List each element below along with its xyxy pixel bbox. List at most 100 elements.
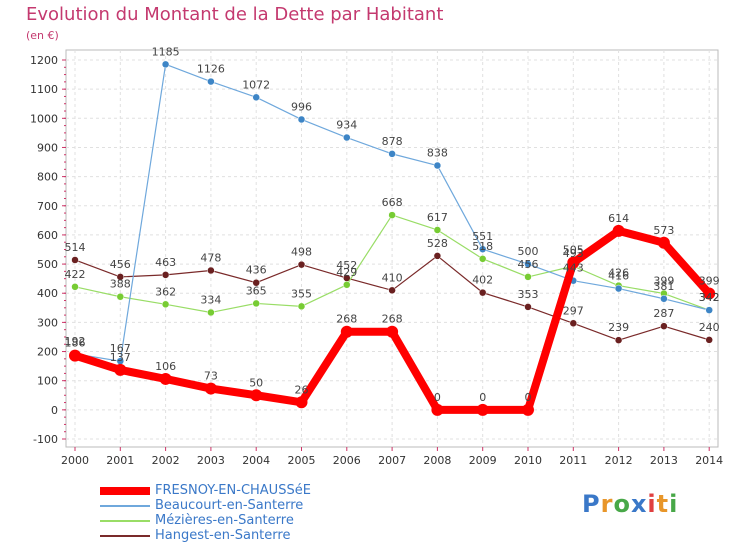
data-point bbox=[297, 260, 306, 269]
data-point bbox=[614, 284, 623, 293]
logo-letter: r bbox=[600, 490, 614, 518]
data-label: 1126 bbox=[197, 63, 225, 76]
x-tick-label: 2007 bbox=[378, 454, 406, 467]
legend-swatch bbox=[100, 487, 150, 495]
data-label: 416 bbox=[608, 270, 629, 283]
data-point bbox=[388, 150, 396, 158]
data-label: 429 bbox=[336, 266, 357, 279]
data-label: 614 bbox=[608, 212, 629, 225]
x-tick-label: 2005 bbox=[288, 454, 316, 467]
y-tick-label: 800 bbox=[37, 171, 58, 184]
x-tick-label: 2003 bbox=[197, 454, 225, 467]
data-point bbox=[524, 273, 532, 281]
data-label: 410 bbox=[382, 271, 403, 284]
legend-label: Beaucourt-en-Santerre bbox=[155, 498, 304, 513]
logo-letter: t bbox=[656, 490, 670, 518]
y-tick-label: 1200 bbox=[30, 54, 58, 67]
legend-label: FRESNOY-EN-CHAUSSéE bbox=[155, 483, 311, 498]
x-tick-label: 2014 bbox=[695, 454, 723, 467]
data-label: 551 bbox=[472, 230, 493, 243]
y-tick-label: 0 bbox=[51, 404, 58, 417]
y-tick-label: 200 bbox=[37, 346, 58, 359]
data-label: 106 bbox=[155, 360, 176, 373]
data-point bbox=[340, 325, 353, 338]
data-label: 399 bbox=[699, 275, 720, 288]
data-label: 443 bbox=[563, 262, 584, 275]
data-point bbox=[660, 322, 668, 330]
data-label: 26 bbox=[295, 383, 309, 396]
data-label: 0 bbox=[479, 391, 486, 404]
data-label: 422 bbox=[65, 268, 86, 281]
data-label: 268 bbox=[382, 313, 403, 326]
y-axis: -100 0 100 200 300 400 500 600 700 800 900 1000 1100… bbox=[30, 54, 66, 446]
x-tick-label: 2004 bbox=[242, 454, 270, 467]
data-point bbox=[388, 211, 396, 219]
data-label: 456 bbox=[110, 258, 131, 271]
data-label: 500 bbox=[518, 245, 539, 258]
legend-label: Hangest-en-Santerre bbox=[155, 528, 291, 543]
data-label: 239 bbox=[608, 321, 629, 334]
data-label: 381 bbox=[653, 280, 674, 293]
proxiti-logo: Proxiti bbox=[582, 490, 678, 518]
y-tick-label: 1100 bbox=[30, 83, 58, 96]
legend-swatch bbox=[100, 535, 150, 537]
data-point bbox=[116, 273, 125, 281]
data-point bbox=[433, 226, 442, 234]
data-point bbox=[524, 260, 532, 268]
data-point bbox=[569, 319, 578, 328]
logo-letter: i bbox=[647, 490, 657, 518]
data-label: 355 bbox=[291, 287, 312, 300]
data-label: 668 bbox=[382, 196, 403, 209]
data-point bbox=[343, 281, 351, 289]
data-point bbox=[343, 133, 351, 142]
grid bbox=[65, 49, 719, 448]
data-point bbox=[161, 300, 170, 309]
x-tick-label: 2011 bbox=[559, 454, 587, 467]
data-label: 463 bbox=[155, 256, 176, 269]
x-tick-label: 2000 bbox=[61, 454, 89, 467]
data-label: 456 bbox=[518, 258, 539, 271]
data-point bbox=[431, 403, 444, 416]
data-point bbox=[207, 77, 215, 86]
data-label: 334 bbox=[200, 293, 221, 306]
data-point bbox=[524, 303, 532, 311]
data-point bbox=[159, 372, 172, 385]
data-point bbox=[161, 271, 170, 279]
data-point bbox=[116, 292, 125, 301]
data-label: 362 bbox=[155, 285, 176, 298]
x-tick-label: 2001 bbox=[106, 454, 134, 467]
data-label: 528 bbox=[427, 237, 448, 250]
y-tick-label: 1000 bbox=[30, 112, 58, 125]
data-label: 287 bbox=[653, 307, 674, 320]
data-point bbox=[478, 288, 487, 297]
data-label: 342 bbox=[699, 291, 720, 304]
data-label: 478 bbox=[200, 251, 221, 264]
data-point bbox=[69, 349, 81, 362]
data-point bbox=[705, 336, 713, 344]
data-point bbox=[567, 256, 580, 269]
x-tick-label: 2013 bbox=[650, 454, 678, 467]
data-point bbox=[433, 252, 442, 260]
y-tick-label: 100 bbox=[37, 375, 58, 388]
data-label: 399 bbox=[653, 275, 674, 288]
x-tick-label: 2010 bbox=[514, 454, 542, 467]
logo-letter: o bbox=[613, 490, 631, 518]
data-point bbox=[204, 382, 217, 395]
data-point bbox=[114, 363, 127, 376]
data-label: 365 bbox=[246, 284, 267, 297]
data-point bbox=[207, 308, 215, 317]
data-point bbox=[252, 299, 260, 308]
data-label: 0 bbox=[525, 391, 532, 404]
data-label: 268 bbox=[336, 313, 357, 326]
data-point bbox=[71, 256, 79, 264]
data-label: 452 bbox=[336, 259, 357, 272]
data-label: 167 bbox=[110, 342, 131, 355]
data-point bbox=[297, 115, 306, 124]
data-point bbox=[252, 93, 260, 102]
data-label: 505 bbox=[563, 244, 584, 257]
data-labels: 514 456 463 478 436 498 452 410 528 402 353 297 239 2… bbox=[65, 45, 720, 403]
data-label: 297 bbox=[563, 304, 584, 317]
data-point bbox=[252, 278, 260, 287]
data-label: 617 bbox=[427, 211, 448, 224]
data-point bbox=[522, 403, 534, 416]
